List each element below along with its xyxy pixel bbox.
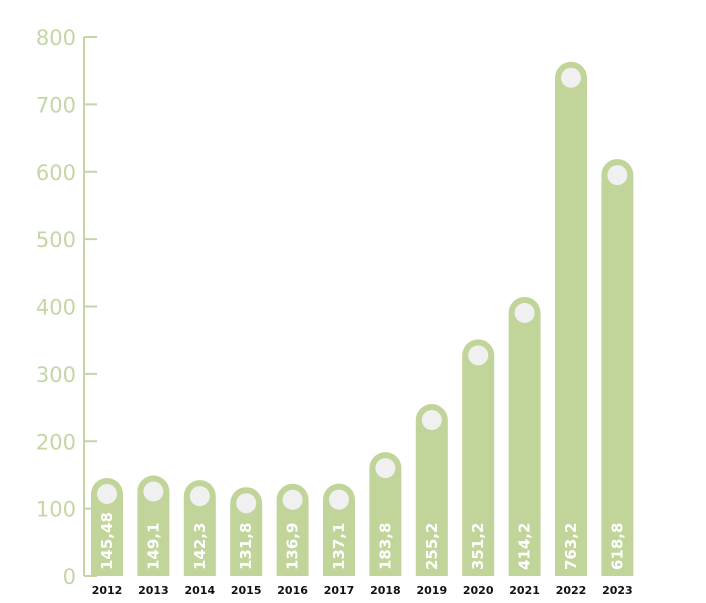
- bar-value-label: 414,2: [516, 523, 534, 570]
- bar-value-label: 149,1: [144, 523, 162, 570]
- bar: [91, 477, 123, 576]
- bar-group: 183,8: [369, 452, 402, 576]
- bar-dot-icon: [561, 67, 581, 88]
- bar-dot-icon: [514, 302, 535, 323]
- bars: 145,48 149,1 142,3 131,8 136,9 137,1 183,8 255,…: [91, 61, 634, 576]
- bar-value-label: 255,2: [423, 523, 441, 570]
- bar-dot-icon: [468, 345, 489, 366]
- bar-dot-icon: [375, 458, 396, 479]
- x-tick-label: 2022: [556, 584, 587, 597]
- bar-value-label: 351,2: [469, 523, 487, 570]
- bar-value-label: 136,9: [284, 523, 302, 570]
- bar: [369, 452, 402, 576]
- bar-group: 131,8: [230, 487, 263, 576]
- x-tick-label: 2014: [184, 584, 215, 597]
- bar-group: 137,1: [323, 483, 355, 576]
- x-tick-label: 2018: [370, 584, 401, 597]
- bar: [137, 475, 170, 576]
- y-tick-label: 100: [36, 498, 76, 522]
- x-tick-label: 2013: [138, 584, 169, 597]
- bar-dot-icon: [282, 489, 303, 510]
- bar-value-label: 618,8: [608, 523, 626, 570]
- bar-dot-icon: [421, 410, 442, 431]
- bar-dot-icon: [607, 165, 628, 186]
- bar-dot-icon: [329, 489, 349, 510]
- bar-group: 618,8: [601, 159, 634, 576]
- bar: [415, 404, 448, 576]
- bar-group: 255,2: [415, 404, 448, 576]
- bar-group: 149,1: [137, 475, 170, 576]
- bar-dot-icon: [143, 481, 164, 502]
- bar: [462, 339, 495, 576]
- y-tick-label: 700: [36, 93, 76, 117]
- x-tick-label: 2021: [509, 584, 540, 597]
- x-tick-label: 2017: [324, 584, 355, 597]
- bar: [601, 159, 634, 576]
- bar: [183, 480, 216, 576]
- y-tick-label: 400: [36, 296, 76, 320]
- y-tick-label: 300: [36, 363, 76, 387]
- bar-group: 763,2: [555, 61, 587, 576]
- x-tick-label: 2012: [92, 584, 123, 597]
- bar: [508, 296, 541, 576]
- bar-group: 145,48: [91, 477, 123, 576]
- bar-value-label: 763,2: [562, 523, 580, 570]
- bar-group: 142,3: [183, 480, 216, 576]
- x-tick-label: 2019: [416, 584, 447, 597]
- bar-group: 136,9: [276, 483, 309, 576]
- y-tick-label: 500: [36, 228, 76, 252]
- bar-value-label: 142,3: [191, 523, 209, 570]
- bar: [276, 483, 309, 576]
- y-tick-label: 600: [36, 161, 76, 185]
- y-tick-label: 800: [36, 26, 76, 50]
- y-tick-label: 200: [36, 430, 76, 454]
- bar-value-label: 145,48: [98, 512, 116, 570]
- bar-value-label: 183,8: [376, 523, 394, 570]
- x-axis-labels: 2012 2013 2014 2015 2016 2017 2018 2019 2020 2021…: [92, 584, 633, 597]
- x-tick-label: 2020: [463, 584, 494, 597]
- bar: [323, 483, 355, 576]
- bar-dot-icon: [189, 486, 210, 507]
- bar: [555, 61, 587, 576]
- x-tick-label: 2016: [277, 584, 308, 597]
- bar: [230, 487, 263, 576]
- bar-value-label: 137,1: [330, 523, 348, 570]
- y-axis: 0 100 200 300 400 500 600 700 800: [36, 26, 97, 589]
- bar-value-label: 131,8: [237, 523, 255, 570]
- x-tick-label: 2015: [231, 584, 262, 597]
- x-tick-label: 2023: [602, 584, 633, 597]
- bar-group: 414,2: [508, 296, 541, 576]
- bar-group: 351,2: [462, 339, 495, 576]
- y-tick-label: 0: [63, 565, 76, 589]
- bar-dot-icon: [236, 493, 257, 514]
- bar-dot-icon: [97, 483, 117, 504]
